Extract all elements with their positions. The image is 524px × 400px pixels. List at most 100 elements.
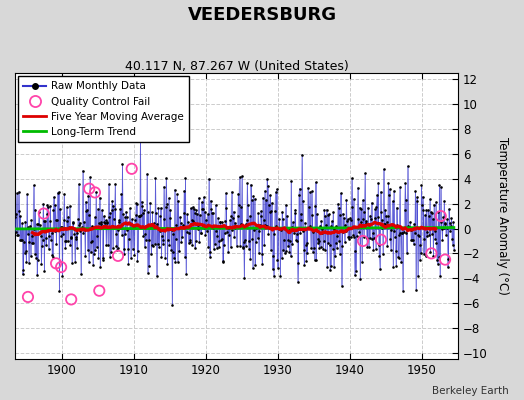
Point — [129, 224, 138, 230]
Point — [183, 211, 191, 218]
Point — [364, 204, 372, 211]
Point — [280, 236, 288, 243]
Point — [336, 212, 345, 218]
Point — [396, 230, 405, 236]
Point — [381, 207, 390, 213]
Point — [284, 243, 292, 250]
Point — [190, 210, 199, 216]
Point — [442, 232, 450, 238]
Point — [359, 238, 367, 244]
Point — [209, 225, 217, 232]
Point — [41, 235, 50, 241]
Point — [106, 210, 115, 216]
Point — [258, 261, 267, 267]
Point — [194, 222, 202, 228]
Point — [89, 262, 97, 268]
Point — [400, 229, 408, 236]
Point — [265, 202, 273, 208]
Point — [432, 240, 441, 246]
Point — [111, 180, 119, 187]
Point — [288, 224, 296, 230]
Point — [351, 272, 359, 278]
Point — [413, 273, 422, 279]
Point — [71, 236, 80, 242]
Point — [421, 212, 429, 218]
Point — [271, 189, 280, 195]
Point — [17, 237, 25, 243]
Point — [128, 246, 137, 252]
Point — [277, 255, 286, 262]
Point — [365, 222, 374, 229]
Point — [329, 209, 337, 216]
Point — [16, 213, 25, 220]
Point — [96, 264, 104, 270]
Point — [85, 186, 93, 192]
Point — [291, 206, 300, 213]
Point — [422, 207, 430, 213]
Point — [15, 208, 24, 214]
Point — [207, 206, 215, 212]
Point — [117, 191, 125, 197]
Point — [334, 238, 343, 244]
Point — [82, 198, 90, 205]
Point — [133, 200, 141, 207]
Point — [20, 239, 28, 246]
Point — [20, 250, 29, 256]
Point — [148, 209, 157, 216]
Point — [115, 219, 124, 225]
Point — [416, 242, 424, 248]
Point — [204, 244, 213, 250]
Point — [88, 223, 96, 230]
Point — [275, 215, 283, 222]
Point — [256, 222, 264, 228]
Point — [127, 166, 136, 172]
Point — [40, 210, 48, 217]
Point — [201, 209, 209, 215]
Point — [79, 230, 88, 236]
Point — [274, 265, 282, 271]
Point — [424, 207, 432, 213]
Point — [277, 226, 285, 233]
Point — [88, 237, 96, 244]
Point — [276, 273, 285, 280]
Point — [70, 226, 78, 232]
Point — [42, 242, 50, 248]
Point — [135, 213, 143, 220]
Point — [297, 211, 305, 217]
Point — [306, 222, 314, 229]
Point — [33, 272, 41, 278]
Point — [318, 225, 326, 232]
Point — [193, 210, 201, 217]
Point — [173, 191, 181, 197]
Point — [384, 213, 392, 219]
Point — [361, 170, 369, 177]
Point — [17, 237, 26, 243]
Point — [380, 221, 388, 227]
Point — [293, 231, 301, 237]
Point — [281, 202, 290, 208]
Point — [48, 230, 56, 236]
Point — [318, 230, 326, 236]
Point — [11, 214, 19, 220]
Point — [321, 247, 330, 254]
Point — [304, 204, 313, 210]
Point — [132, 212, 140, 218]
Point — [140, 244, 149, 250]
Point — [18, 220, 26, 226]
Point — [78, 224, 86, 230]
Point — [300, 262, 309, 269]
Point — [335, 204, 343, 211]
Point — [424, 213, 433, 220]
Point — [53, 189, 62, 196]
Point — [399, 288, 407, 294]
Point — [92, 189, 100, 195]
Point — [305, 224, 313, 231]
Point — [199, 194, 208, 200]
Point — [425, 232, 433, 238]
Point — [103, 218, 112, 225]
Point — [360, 209, 368, 215]
Point — [234, 213, 242, 219]
Point — [241, 237, 249, 244]
Point — [297, 217, 305, 223]
Point — [160, 216, 169, 222]
